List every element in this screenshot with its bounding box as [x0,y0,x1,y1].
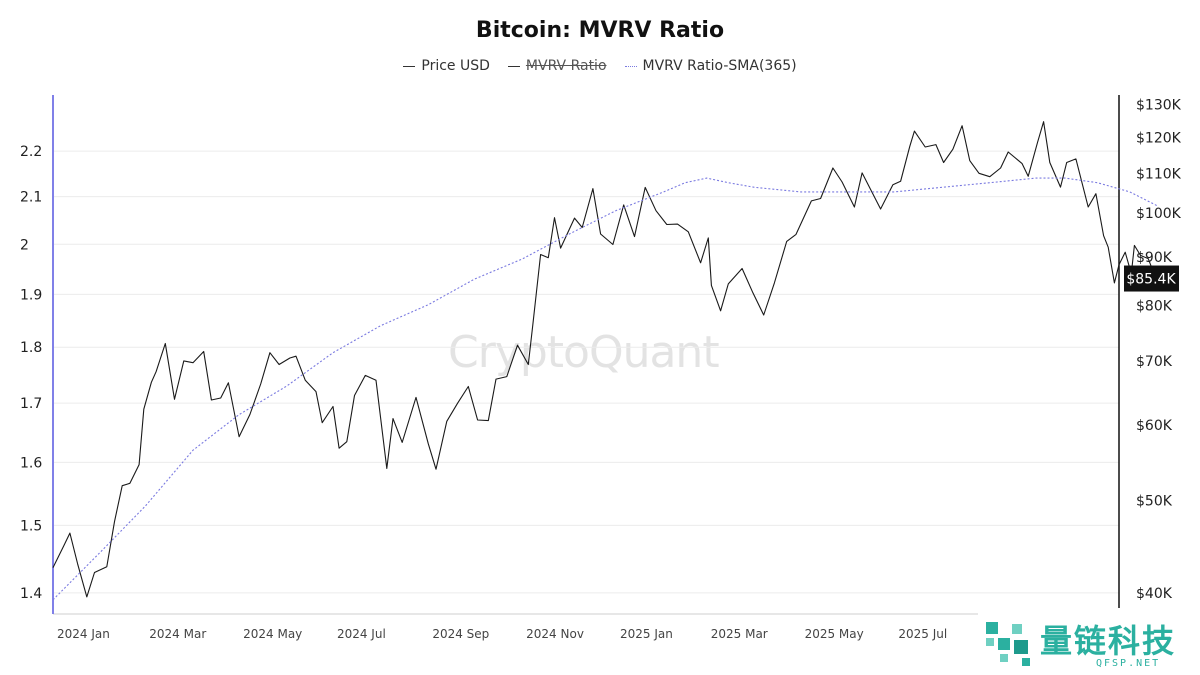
chart-title: Bitcoin: MVRV Ratio [475,18,725,43]
right-tick-label: $100K [1136,206,1182,222]
right-tick-label: $50K [1136,493,1173,509]
left-tick-label: 2 [20,237,29,253]
left-tick-label: 1.4 [20,586,42,602]
x-tick-label: 2025 Mar [711,627,768,641]
right-tick-label: $90K [1136,250,1173,266]
x-tick-label: 2024 Mar [149,627,206,641]
brand-logo: 量链科技 QFSP.NET [978,608,1200,675]
x-tick-label: 2024 Sep [432,627,489,641]
legend: Price USD MVRV Ratio MVRV Ratio-SMA(365) [0,58,1200,74]
legend-swatch-sma [624,65,637,67]
x-tick-label: 2024 Nov [526,627,584,641]
logo-cn-text: 量链科技 [1040,622,1177,660]
legend-swatch-price [403,65,416,67]
left-tick-label: 1.6 [20,455,42,471]
x-tick-label: 2024 Jan [57,627,110,641]
x-tick-label: 2025 Jan [620,627,673,641]
legend-item-mvrv-ratio[interactable]: MVRV Ratio [507,58,607,74]
legend-item-price-usd[interactable]: Price USD [403,58,490,74]
right-tick-label: $110K [1136,167,1182,183]
right-tick-label: $130K [1136,97,1182,113]
left-tick-label: 2.1 [20,190,42,206]
right-tick-label: $40K [1136,586,1173,602]
x-tick-label: 2025 Jul [898,627,947,641]
x-tick-label: 2025 May [805,627,864,641]
legend-label-price: Price USD [421,58,490,74]
legend-label-sma: MVRV Ratio-SMA(365) [642,58,797,74]
series-line-price-usd [52,121,1158,598]
x-tick-label: 2024 May [243,627,302,641]
right-tick-label: $120K [1136,131,1182,147]
legend-swatch-mvrv [507,65,520,67]
last-price-label: $85.4K [1126,272,1176,288]
logo-mark-icon [986,622,1030,666]
right-tick-label: $70K [1136,354,1173,370]
last-price-badge [1124,265,1179,292]
right-tick-label: $60K [1136,418,1173,434]
left-tick-label: 1.5 [20,518,42,534]
x-tick-label: 2024 Jul [337,627,386,641]
legend-label-mvrv: MVRV Ratio [525,58,607,74]
left-tick-label: 1.9 [20,287,42,303]
logo-en-text: QFSP.NET [1096,658,1161,669]
series-line-mvrv-sma [52,177,1158,601]
legend-item-mvrv-sma[interactable]: MVRV Ratio-SMA(365) [624,58,797,74]
right-tick-label: $80K [1136,299,1173,315]
left-tick-label: 1.8 [20,340,42,356]
left-tick-label: 1.7 [20,396,42,412]
watermark: CryptoQuant [448,327,720,378]
left-tick-label: 2.2 [20,144,42,160]
